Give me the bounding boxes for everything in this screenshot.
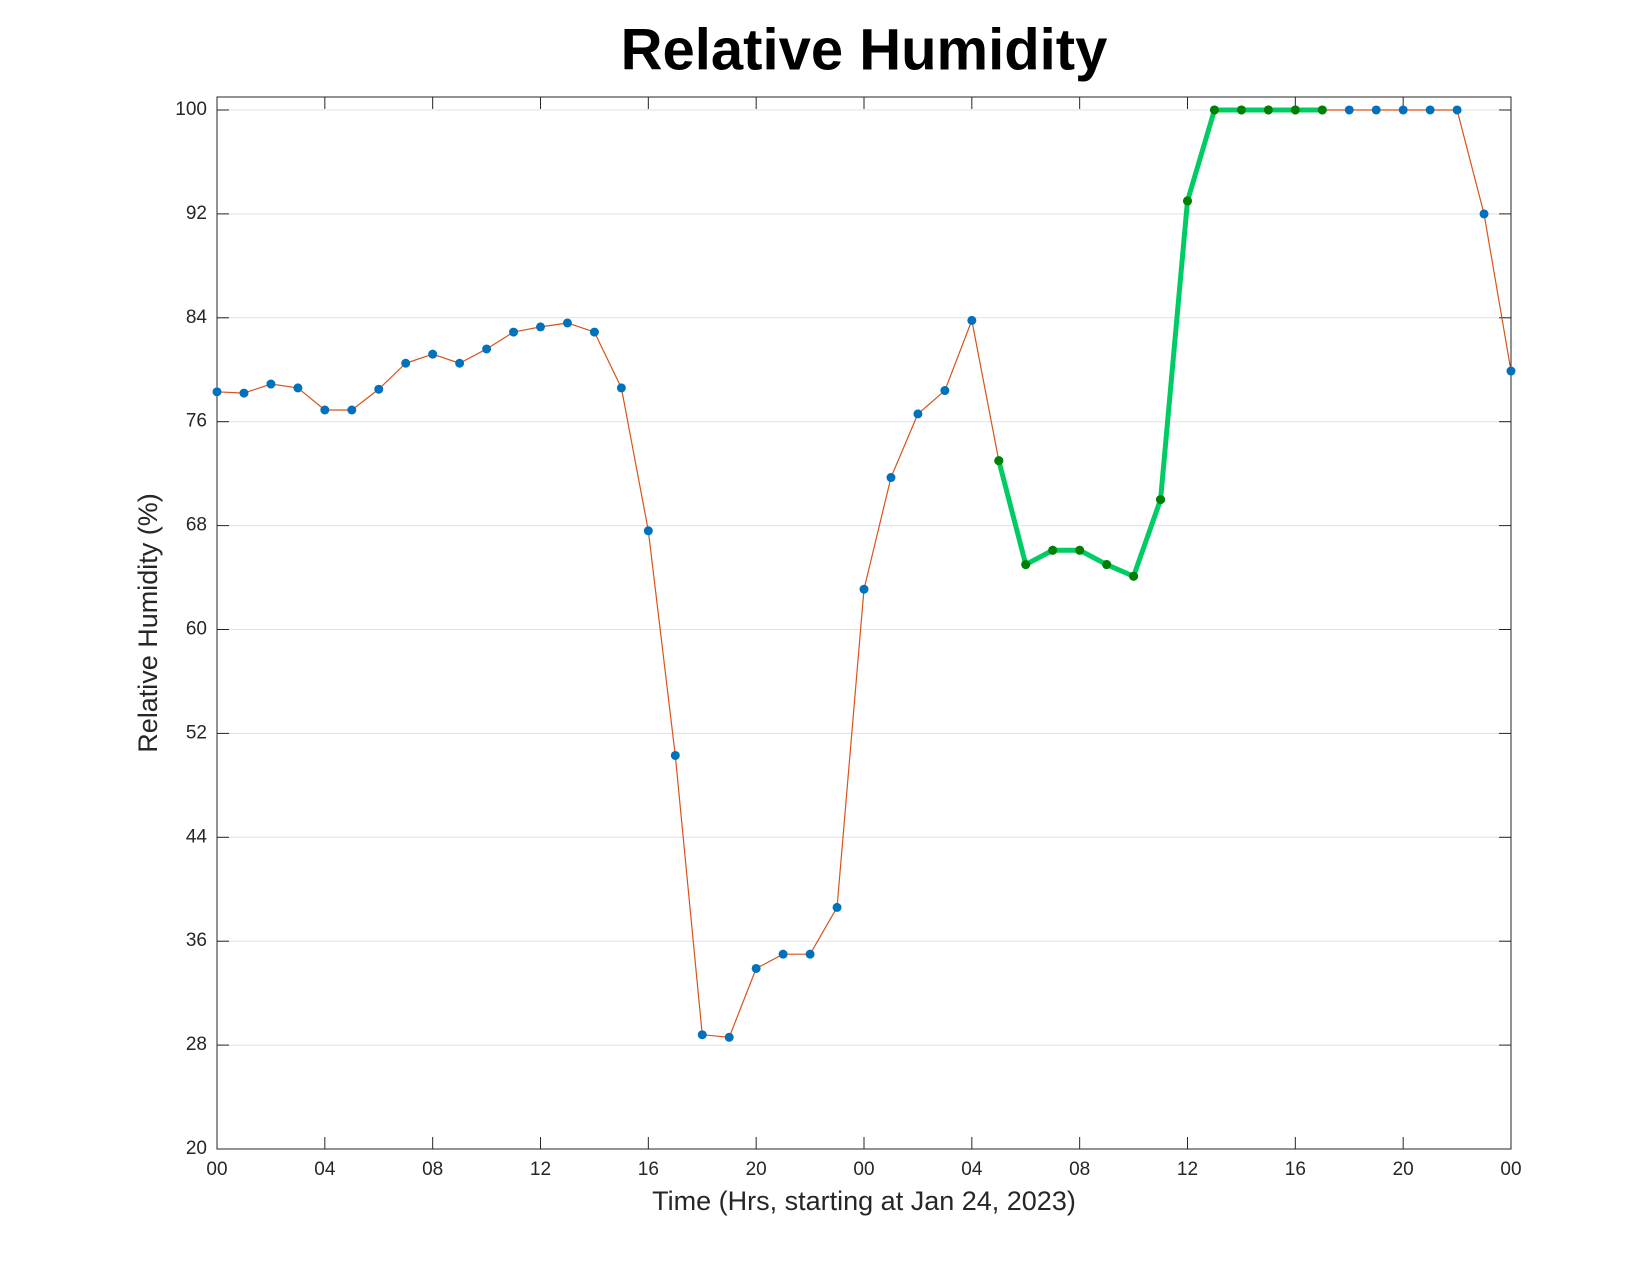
plot-frame — [216, 96, 1512, 1150]
data-point — [536, 322, 545, 332]
x-tick-label: 04 — [961, 1159, 983, 1180]
chart-title: Relative Humidity — [621, 17, 1108, 82]
data-point — [1398, 105, 1408, 115]
y-tick-label: 28 — [186, 1034, 207, 1055]
data-point — [994, 456, 1004, 466]
y-tick-label: 52 — [186, 722, 207, 743]
data-point — [967, 315, 977, 325]
x-tick-label: 20 — [746, 1159, 767, 1180]
data-point — [1209, 105, 1219, 115]
data-point — [1075, 545, 1085, 555]
y-tick-label: 36 — [186, 930, 207, 951]
data-point — [778, 949, 788, 959]
data-point — [940, 386, 950, 396]
y-tick-label: 92 — [186, 203, 207, 224]
data-point — [724, 1032, 734, 1042]
data-point — [1425, 105, 1435, 115]
series-line — [996, 107, 1323, 579]
data-point — [1290, 105, 1300, 115]
data-point — [239, 388, 249, 398]
x-tick-label: 12 — [1177, 1159, 1198, 1180]
data-point — [562, 318, 572, 328]
x-tick-label: 08 — [1069, 1159, 1090, 1180]
series-line — [216, 109, 1512, 1038]
y-tick-label: 68 — [186, 515, 207, 536]
data-point — [401, 358, 411, 368]
data-point — [374, 384, 384, 394]
y-tick-label: 100 — [175, 99, 207, 120]
x-tick-label: 16 — [1285, 1159, 1306, 1180]
y-tick-label: 76 — [186, 411, 207, 432]
data-point — [616, 383, 626, 393]
data-point — [1183, 196, 1192, 206]
data-point — [212, 387, 222, 397]
data-point — [859, 584, 869, 594]
data-point — [293, 383, 303, 393]
data-point — [1452, 105, 1462, 115]
data-point — [1371, 105, 1381, 115]
x-tick-label: 20 — [1393, 1159, 1414, 1180]
y-tick-label: 84 — [186, 307, 208, 328]
data-point — [1021, 560, 1031, 570]
x-tick-label: 04 — [314, 1159, 336, 1180]
x-tick-label: 16 — [638, 1159, 659, 1180]
data-point — [482, 344, 492, 354]
data-point — [1317, 105, 1327, 115]
data-point — [832, 902, 842, 912]
data-point — [1156, 495, 1166, 505]
data-point — [1479, 209, 1489, 219]
x-axis-label: Time (Hrs, starting at Jan 24, 2023) — [652, 1186, 1076, 1216]
data-point — [1344, 105, 1354, 115]
data-point — [805, 949, 815, 959]
data-point — [589, 327, 599, 337]
data-point — [509, 327, 519, 337]
data-point — [1506, 366, 1516, 376]
data-point — [670, 750, 680, 760]
data-point — [1236, 105, 1246, 115]
y-tick-label: 44 — [186, 826, 208, 847]
y-axis-label: Relative Humidity (%) — [133, 493, 163, 753]
data-point — [913, 409, 923, 419]
x-tick-label: 00 — [1500, 1159, 1521, 1180]
data-point — [1102, 560, 1112, 570]
x-tick-label: 12 — [530, 1159, 551, 1180]
y-tick-label: 20 — [186, 1138, 207, 1159]
data-point — [643, 526, 653, 536]
data-point — [320, 405, 330, 415]
data-point — [266, 379, 276, 389]
data-point — [1048, 545, 1058, 555]
x-tick-label: 00 — [853, 1159, 874, 1180]
data-point — [886, 473, 896, 483]
data-point — [751, 963, 761, 973]
data-point — [455, 358, 465, 368]
data-point — [347, 405, 357, 415]
data-point — [428, 349, 438, 359]
y-tick-label: 60 — [186, 619, 207, 640]
data-point — [697, 1030, 707, 1040]
x-tick-label: 00 — [206, 1159, 227, 1180]
data-point — [1263, 105, 1273, 115]
x-tick-label: 08 — [422, 1159, 443, 1180]
data-point — [1129, 571, 1139, 581]
